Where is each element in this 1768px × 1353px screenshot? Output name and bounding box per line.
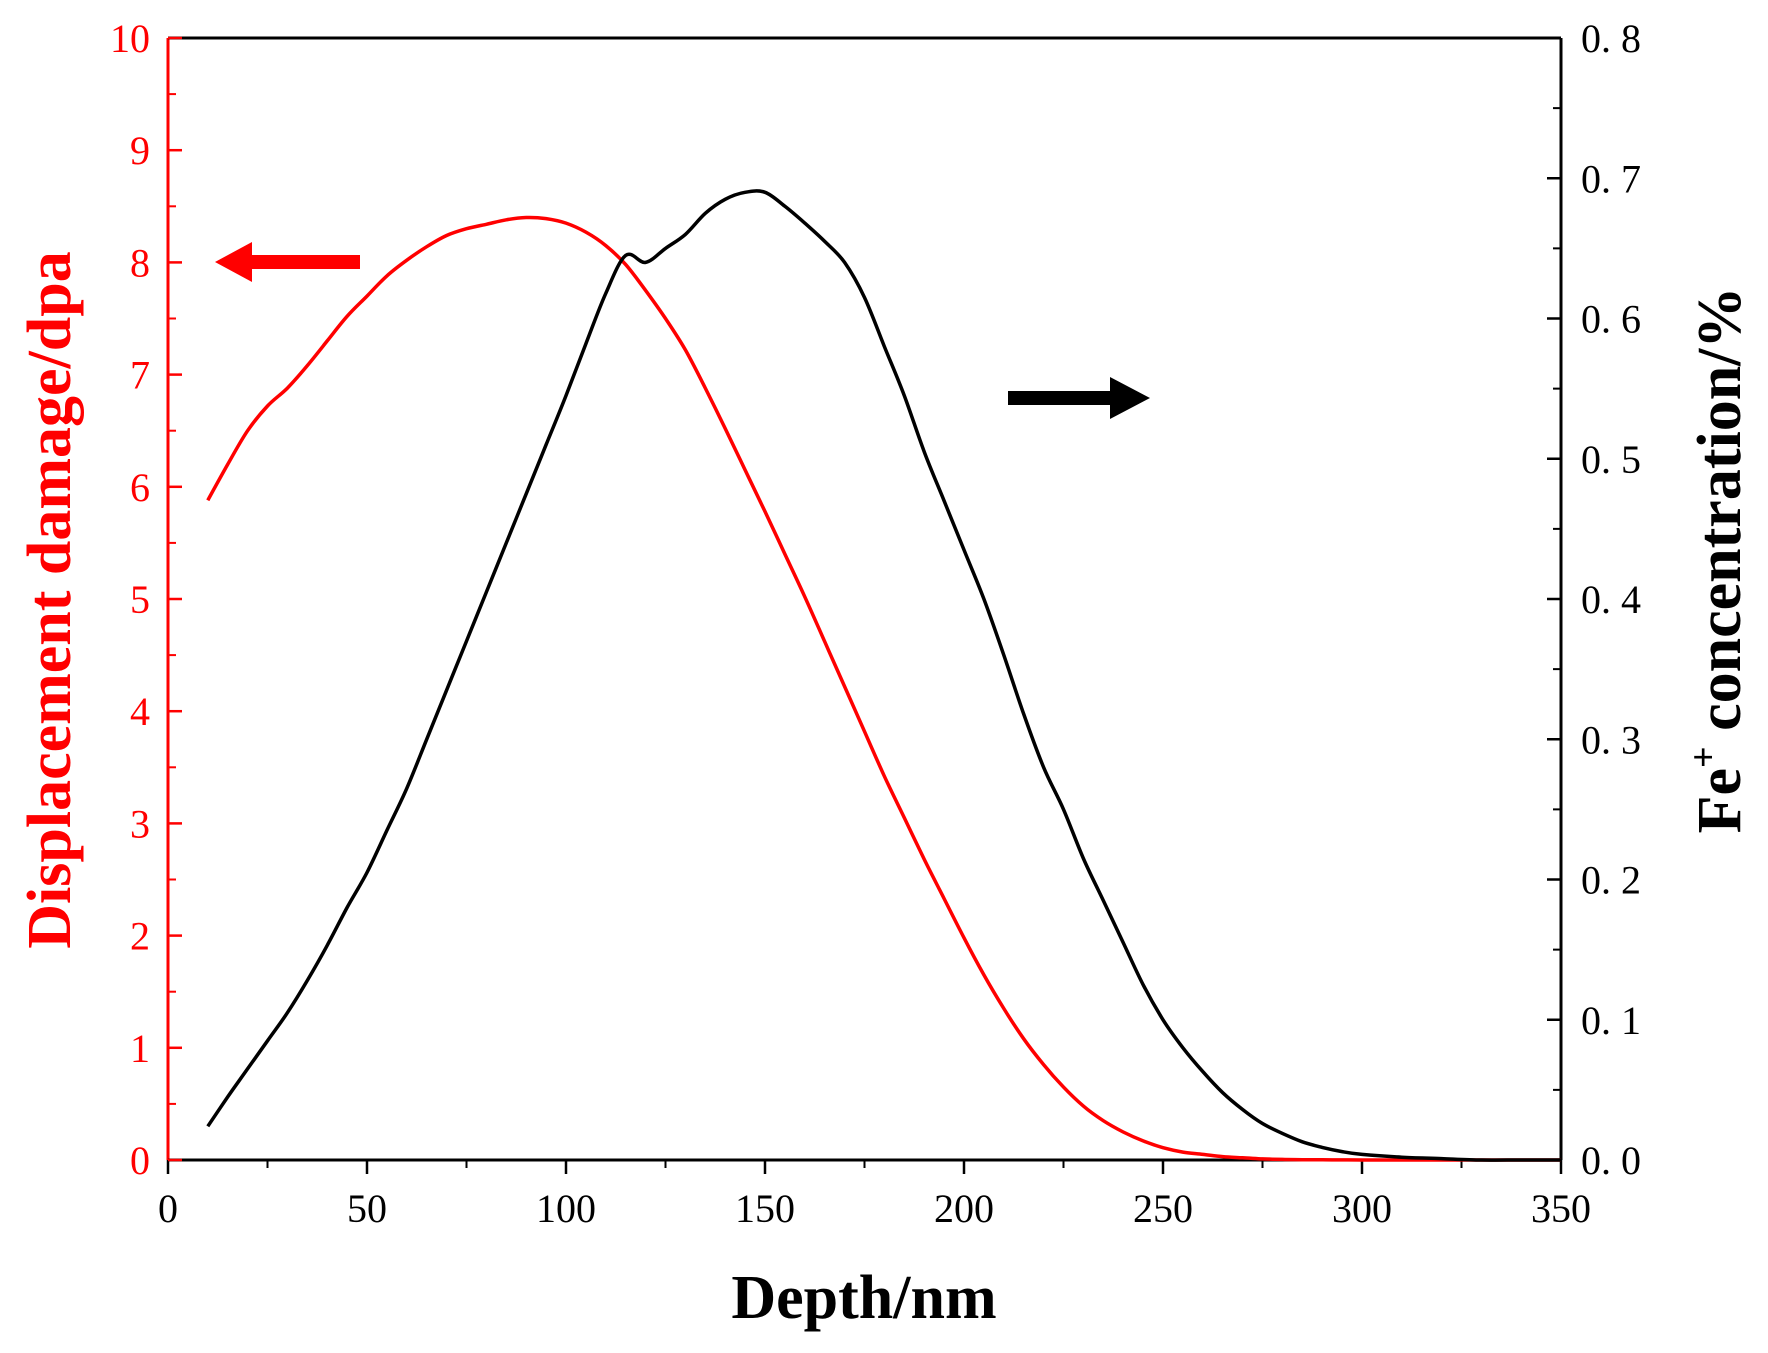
x-tick-label: 200 (934, 1186, 994, 1231)
x-axis-title: Depth/nm (731, 1264, 996, 1332)
x-tick-label: 300 (1332, 1186, 1392, 1231)
left-y-tick-label: 9 (130, 128, 150, 173)
x-axis-ticks: 0 50 100 150 200 250 300 350 (158, 1160, 1591, 1231)
right-y-axis-ticks: 0. 0 0. 1 0. 2 0. 3 0. 4 0. 5 0. 6 0. 7 0. 8 (1547, 16, 1641, 1183)
left-y-tick-label: 8 (130, 240, 150, 285)
right-y-tick-label: 0. 3 (1581, 717, 1641, 762)
left-axis-arrow (215, 242, 360, 282)
x-tick-label: 0 (158, 1186, 178, 1231)
x-tick-label: 350 (1531, 1186, 1591, 1231)
left-y-tick-label: 5 (130, 577, 150, 622)
right-y-tick-label: 0. 2 (1581, 858, 1641, 903)
left-y-tick-label: 0 (130, 1138, 150, 1183)
left-y-axis-title: Displacement damage/dpa (16, 251, 84, 949)
series-line-fe-concentration (206, 189, 1561, 1162)
right-y-tick-label: 0. 4 (1581, 577, 1641, 622)
right-y-axis-title-sup: + (1683, 746, 1725, 768)
left-y-tick-label: 4 (130, 689, 150, 734)
x-tick-label: 50 (347, 1186, 387, 1231)
right-axis-arrow (1008, 377, 1150, 419)
series-layer (206, 189, 1561, 1162)
left-y-tick-label: 1 (130, 1026, 150, 1071)
right-y-axis-title-main: Fe (1686, 768, 1754, 833)
left-y-tick-label: 6 (130, 465, 150, 510)
left-y-tick-label: 7 (130, 353, 150, 398)
right-y-tick-label: 0. 5 (1581, 437, 1641, 482)
left-y-axis-ticks: 0 1 2 3 4 5 6 7 8 9 10 (110, 16, 182, 1183)
right-y-axis-title-rest: concentration/% (1686, 287, 1754, 747)
left-y-tick-label: 3 (130, 801, 150, 846)
right-y-tick-label: 0. 7 (1581, 156, 1641, 201)
right-y-tick-label: 0. 6 (1581, 297, 1641, 342)
right-y-axis-title: Fe+ concentration/% (1683, 287, 1754, 834)
x-tick-label: 100 (536, 1186, 596, 1231)
right-y-tick-label: 0. 1 (1581, 998, 1641, 1043)
series-line-displacement-damage (206, 215, 1561, 1162)
left-y-tick-label: 2 (130, 914, 150, 959)
right-y-tick-label: 0. 0 (1581, 1138, 1641, 1183)
right-y-tick-label: 0. 8 (1581, 16, 1641, 61)
x-tick-label: 250 (1133, 1186, 1193, 1231)
left-y-tick-label: 10 (110, 16, 150, 61)
x-tick-label: 150 (735, 1186, 795, 1231)
